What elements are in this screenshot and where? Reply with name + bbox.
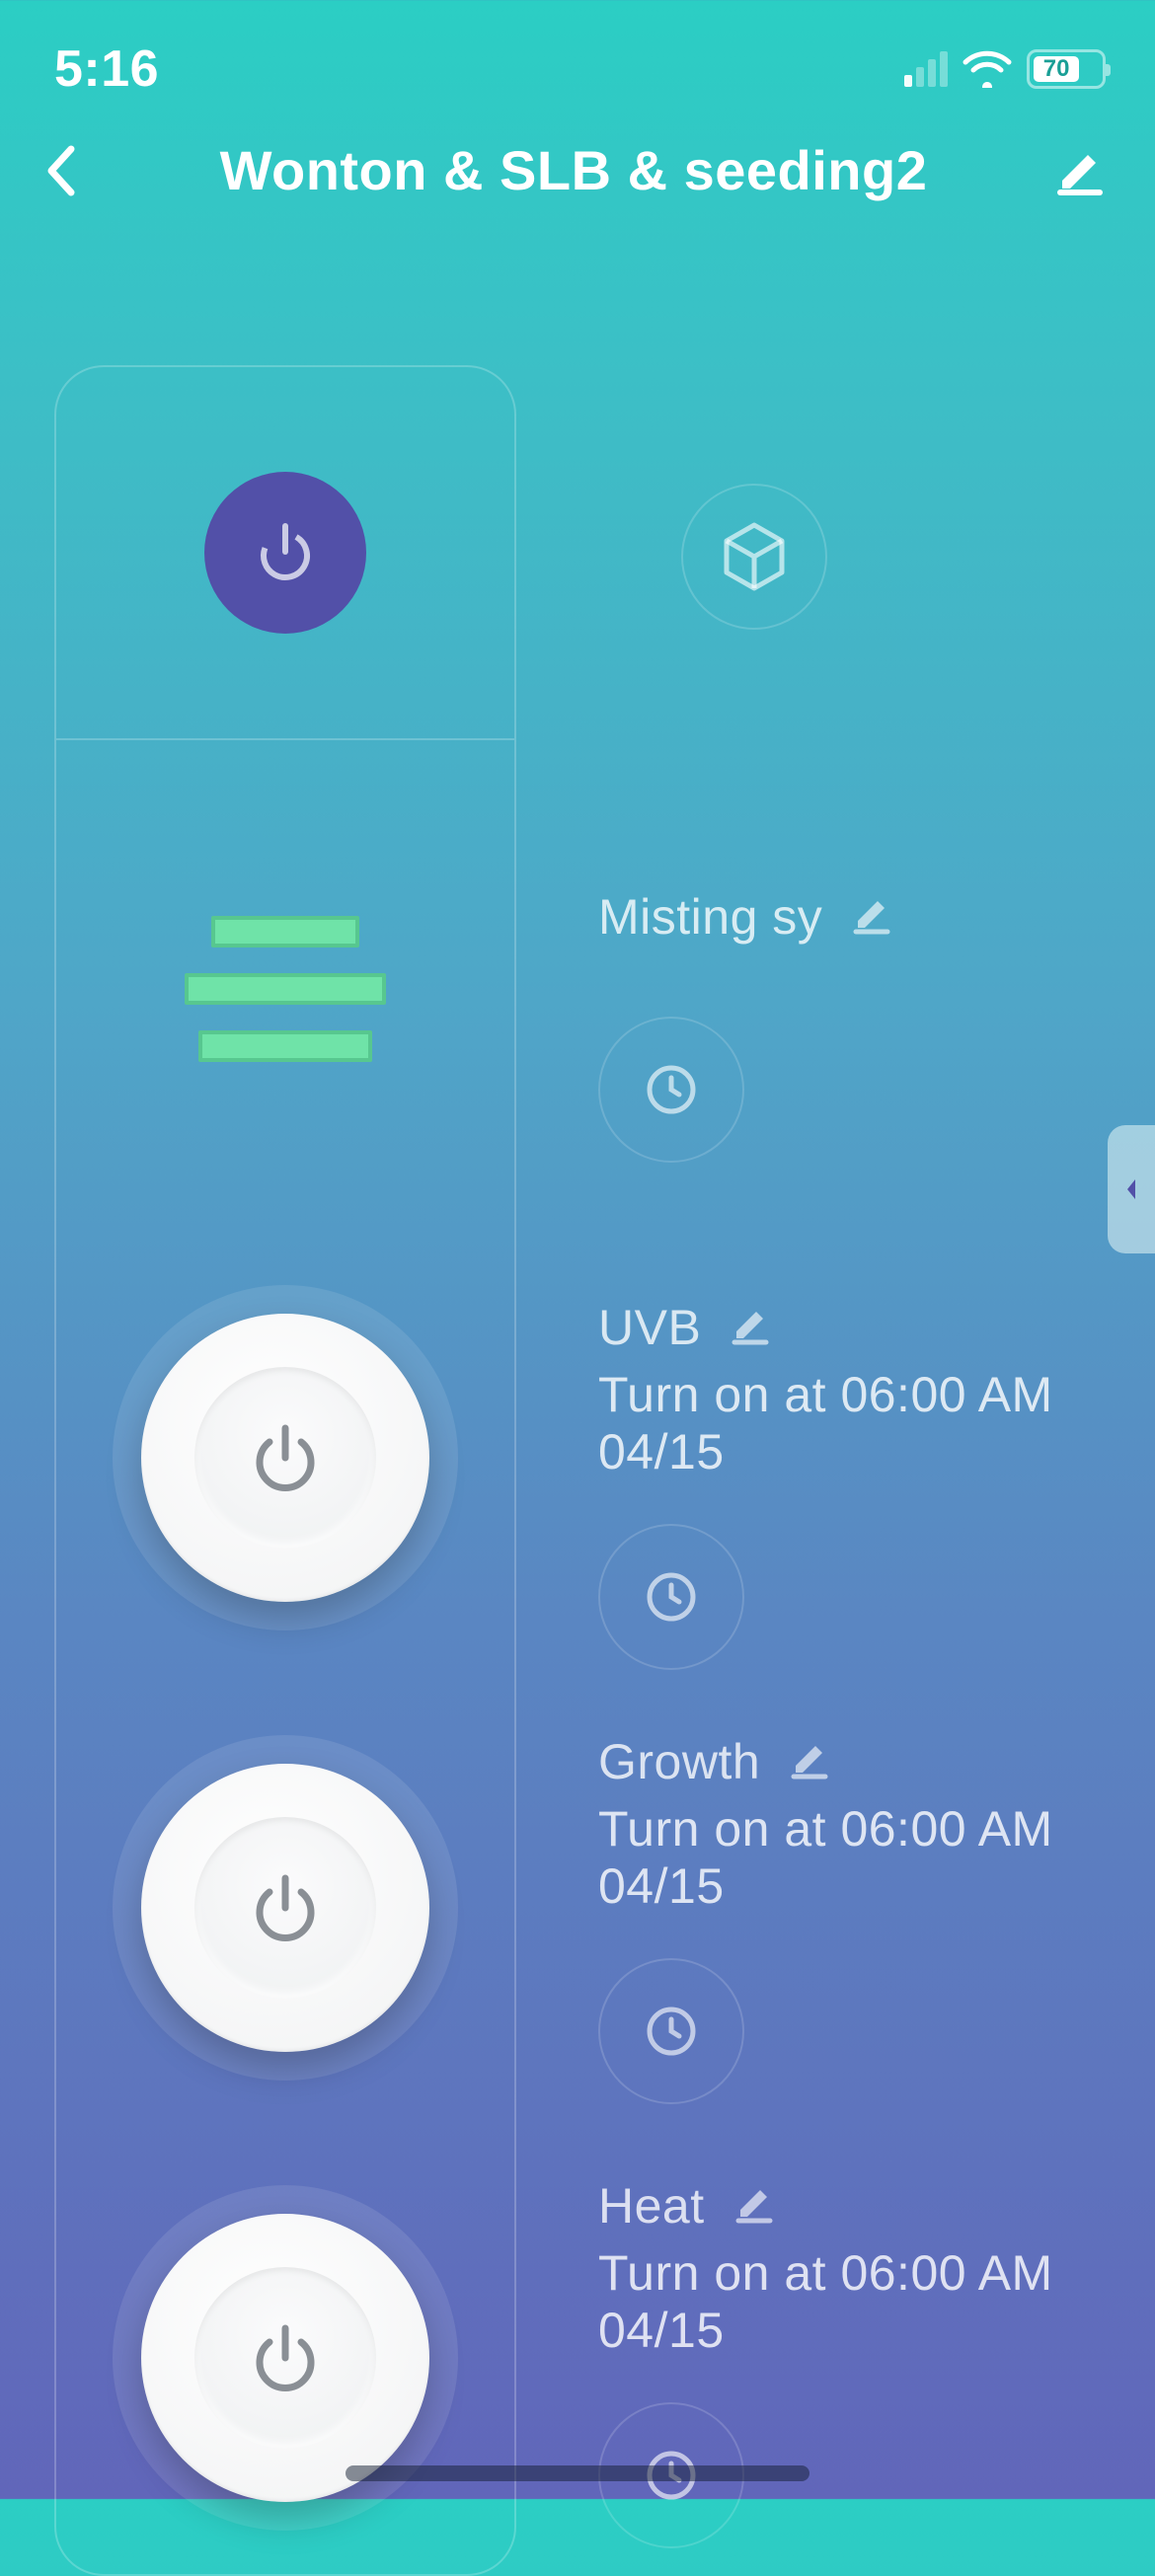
- cellular-icon: [904, 51, 948, 87]
- power-strip-icon: [185, 916, 386, 1062]
- cube-icon: [722, 521, 787, 592]
- clock-icon: [644, 1569, 699, 1625]
- edit-outlet-icon[interactable]: [852, 894, 893, 941]
- side-drawer-tab[interactable]: [1108, 1125, 1155, 1253]
- power-strip-panel: [54, 365, 516, 2576]
- master-power-button[interactable]: [204, 472, 366, 634]
- outlet-name: Misting sy: [598, 888, 822, 946]
- outlet-row-heat: Heat Turn on at 06:00 AM 04/15: [598, 2177, 1155, 2548]
- wifi-icon: [962, 50, 1013, 88]
- edit-outlet-icon[interactable]: [734, 2183, 776, 2230]
- outlet-row-uvb: UVB Turn on at 06:00 AM 04/15: [598, 1299, 1155, 1670]
- scene-button[interactable]: [681, 484, 827, 630]
- outlet-row-misting: Misting sy: [598, 888, 893, 1163]
- edit-outlet-icon[interactable]: [790, 1739, 831, 1785]
- power-icon: [246, 2318, 325, 2397]
- outlet-name: Growth: [598, 1733, 760, 1790]
- outlet-name: UVB: [598, 1299, 701, 1356]
- schedule-button[interactable]: [598, 1017, 744, 1163]
- home-indicator[interactable]: [346, 2465, 809, 2481]
- schedule-button[interactable]: [598, 1958, 744, 2104]
- outlet-schedule-text: Turn on at 06:00 AM 04/15: [598, 2244, 1155, 2359]
- power-icon: [246, 1418, 325, 1497]
- battery-icon: 70: [1027, 49, 1106, 89]
- schedule-button[interactable]: [598, 1524, 744, 1670]
- clock-icon: [644, 2004, 699, 2059]
- clock-icon: [644, 1062, 699, 1117]
- outlet-row-growth: Growth Turn on at 06:00 AM 04/15: [598, 1733, 1155, 2104]
- edit-outlet-icon[interactable]: [731, 1305, 772, 1351]
- outlet-power-button-uvb[interactable]: [113, 1285, 458, 1630]
- nav-header: Wonton & SLB & seeding2: [0, 109, 1155, 242]
- outlet-name: Heat: [598, 2177, 705, 2235]
- back-button[interactable]: [41, 141, 101, 200]
- edit-button[interactable]: [1046, 141, 1106, 200]
- outlet-schedule-text: Turn on at 06:00 AM 04/15: [598, 1800, 1155, 1915]
- panel-divider: [56, 738, 514, 740]
- power-icon: [251, 518, 320, 587]
- status-icons: 70: [904, 49, 1106, 89]
- battery-level: 70: [1043, 55, 1070, 83]
- outlet-schedule-text: Turn on at 06:00 AM 04/15: [598, 1366, 1155, 1480]
- outlet-power-button-growth[interactable]: [113, 1735, 458, 2081]
- status-time: 5:16: [54, 39, 159, 99]
- status-bar: 5:16 70: [0, 0, 1155, 109]
- page-title: Wonton & SLB & seeding2: [220, 138, 928, 202]
- power-icon: [246, 1868, 325, 1947]
